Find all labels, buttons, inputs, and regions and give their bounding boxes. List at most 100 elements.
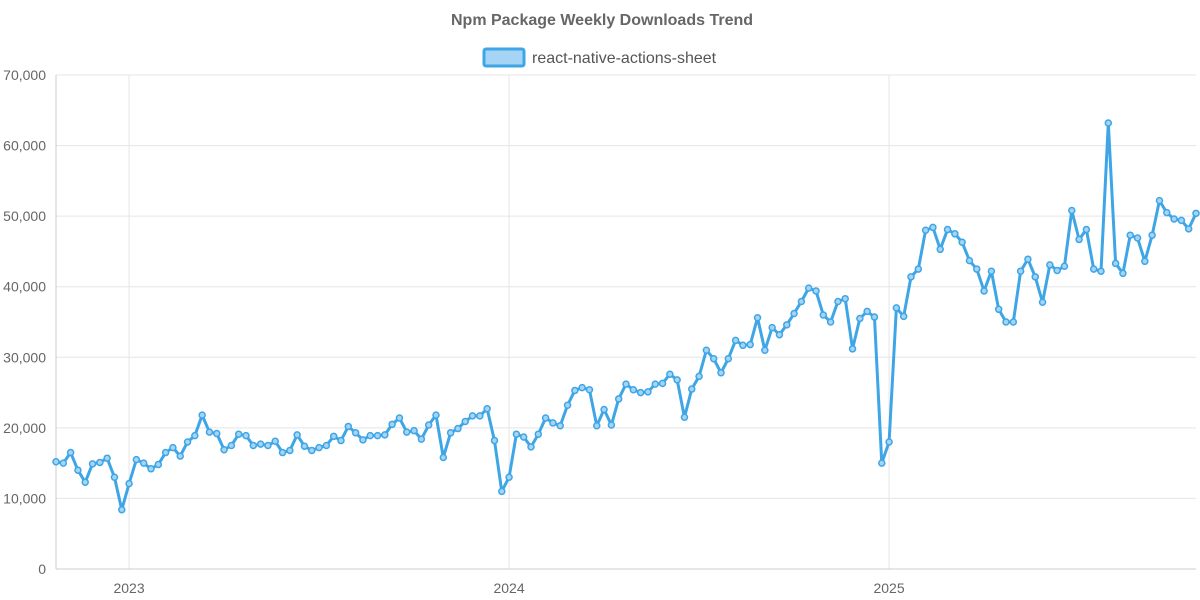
data-point[interactable] (856, 314, 864, 323)
data-point[interactable] (527, 443, 535, 451)
data-point[interactable] (951, 230, 959, 238)
data-point[interactable] (973, 265, 981, 273)
data-point[interactable] (322, 441, 331, 450)
data-point[interactable] (256, 440, 265, 448)
data-point[interactable] (410, 426, 418, 435)
data-point[interactable] (717, 369, 725, 377)
data-point[interactable] (585, 386, 594, 394)
data-point[interactable] (373, 431, 382, 440)
data-point[interactable] (1163, 208, 1171, 217)
data-point[interactable] (899, 312, 908, 321)
data-point[interactable] (885, 438, 893, 446)
data-point[interactable] (1031, 273, 1039, 281)
data-point[interactable] (556, 421, 564, 430)
data-point[interactable] (432, 411, 440, 419)
data-point[interactable] (66, 448, 75, 457)
data-point[interactable] (761, 346, 769, 354)
data-point[interactable] (673, 376, 681, 384)
data-point[interactable] (52, 457, 60, 466)
data-point[interactable] (994, 305, 1003, 314)
data-point[interactable] (1038, 298, 1047, 306)
data-point[interactable] (227, 441, 236, 450)
data-point[interactable] (578, 383, 586, 392)
data-point[interactable] (804, 284, 813, 292)
data-point[interactable] (337, 436, 345, 445)
data-point[interactable] (680, 413, 689, 422)
data-point[interactable] (1089, 265, 1098, 273)
data-point[interactable] (1060, 262, 1069, 270)
data-point[interactable] (74, 466, 82, 474)
data-point[interactable] (234, 430, 243, 438)
data-point[interactable] (1133, 234, 1142, 242)
data-point[interactable] (286, 446, 294, 455)
data-point[interactable] (198, 411, 206, 419)
data-point[interactable] (534, 430, 543, 438)
data-point[interactable] (571, 386, 579, 395)
data-point[interactable] (154, 460, 163, 469)
data-point[interactable] (498, 487, 506, 496)
data-point[interactable] (921, 226, 930, 235)
data-point[interactable] (848, 345, 857, 353)
data-point[interactable] (490, 436, 499, 445)
data-point[interactable] (936, 245, 944, 254)
data-point[interactable] (264, 441, 272, 450)
data-point[interactable] (512, 430, 521, 438)
data-point[interactable] (1082, 225, 1091, 234)
data-point[interactable] (439, 453, 448, 462)
data-point[interactable] (892, 304, 901, 312)
data-point[interactable] (300, 442, 309, 450)
data-point[interactable] (987, 267, 996, 275)
data-point[interactable] (293, 431, 301, 439)
data-point[interactable] (366, 431, 374, 440)
data-point[interactable] (308, 446, 316, 455)
data-point[interactable] (103, 454, 111, 462)
data-point[interactable] (351, 429, 360, 437)
data-point[interactable] (834, 297, 842, 306)
data-point[interactable] (1119, 269, 1127, 278)
data-point[interactable] (1111, 259, 1120, 268)
data-point[interactable] (242, 431, 250, 440)
data-point[interactable] (139, 459, 148, 467)
data-point[interactable] (169, 443, 177, 452)
data-point[interactable] (607, 421, 616, 429)
data-point[interactable] (417, 435, 426, 443)
data-point[interactable] (1148, 231, 1156, 239)
data-point[interactable] (183, 438, 192, 446)
data-point[interactable] (359, 436, 367, 444)
data-point[interactable] (1141, 257, 1149, 266)
data-point[interactable] (213, 429, 221, 438)
data-point[interactable] (1097, 267, 1105, 275)
data-point[interactable] (81, 478, 89, 486)
data-point[interactable] (783, 321, 791, 329)
data-point[interactable] (666, 370, 674, 378)
data-point[interactable] (403, 428, 411, 436)
data-point[interactable] (132, 455, 141, 464)
data-point[interactable] (395, 414, 404, 422)
data-point[interactable] (220, 445, 228, 454)
data-point[interactable] (614, 395, 623, 403)
data-point[interactable] (600, 405, 608, 414)
data-point[interactable] (1192, 209, 1200, 218)
data-point[interactable] (688, 385, 696, 393)
data-point[interactable] (958, 238, 966, 246)
data-point[interactable] (483, 405, 491, 413)
data-point[interactable] (1024, 255, 1032, 263)
data-point[interactable] (658, 379, 667, 388)
data-point[interactable] (768, 323, 776, 332)
data-point[interactable] (519, 433, 528, 441)
data-point[interactable] (731, 336, 740, 345)
data-point[interactable] (841, 294, 849, 303)
data-point[interactable] (249, 441, 258, 450)
data-point[interactable] (746, 340, 754, 349)
data-point[interactable] (1126, 231, 1134, 239)
data-point[interactable] (965, 256, 974, 265)
data-point[interactable] (651, 380, 659, 388)
data-point[interactable] (914, 265, 923, 273)
data-point[interactable] (563, 401, 572, 410)
data-point[interactable] (629, 386, 638, 394)
data-point[interactable] (125, 479, 133, 488)
data-point[interactable] (797, 297, 806, 306)
data-point[interactable] (381, 431, 389, 439)
data-point[interactable] (878, 459, 886, 467)
data-point[interactable] (468, 412, 477, 420)
